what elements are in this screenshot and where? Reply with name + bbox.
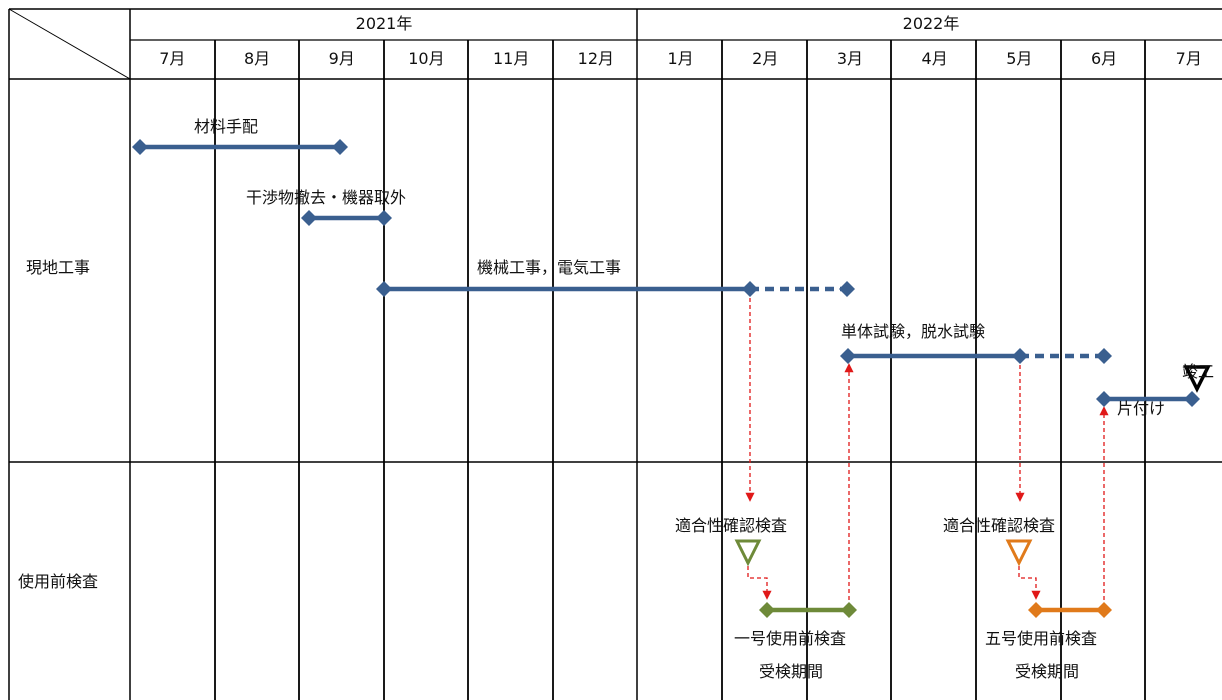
inspection-1-title: 一号使用前検査 bbox=[734, 629, 847, 648]
month-label: 10月 bbox=[408, 49, 445, 68]
diamond-unit-test-start bbox=[840, 348, 856, 364]
inspection-1-period: 受検期間 bbox=[759, 662, 824, 681]
completion-milestone-icon bbox=[1183, 365, 1211, 393]
diamond-inspection-5-start bbox=[1028, 602, 1044, 618]
conformity-1-milestone-icon bbox=[734, 539, 762, 567]
diamond-materials-end bbox=[332, 139, 348, 155]
diamond-unit-test-end bbox=[1012, 348, 1028, 364]
month-label: 2月 bbox=[752, 49, 779, 68]
diamond-inspection-5-end bbox=[1096, 602, 1112, 618]
arrow-conformity-2-to-inspection-5 bbox=[1018, 566, 1041, 600]
diamond-mech-elec-end bbox=[742, 281, 758, 297]
month-label: 7月 bbox=[159, 49, 186, 68]
task-label-materials: 材料手配 bbox=[194, 117, 259, 136]
task-label-mech-elec: 機械工事，電気工事 bbox=[477, 258, 622, 277]
conformity-label-2: 適合性確認検査 bbox=[943, 516, 1056, 535]
diamond-cleanup-end bbox=[1184, 391, 1200, 407]
grid bbox=[8, 8, 1222, 700]
row-label-pre-use-inspection: 使用前検査 bbox=[18, 572, 99, 591]
diamond-inspection-1-end bbox=[841, 602, 857, 618]
task-bars bbox=[132, 139, 1211, 618]
month-label: 6月 bbox=[1090, 49, 1118, 68]
month-label: 1月 bbox=[667, 49, 694, 68]
inspection-5-period: 受検期間 bbox=[1015, 662, 1080, 681]
inspection-5-title: 五号使用前検査 bbox=[985, 629, 1098, 648]
diamond-removal-start bbox=[301, 210, 317, 226]
month-label: 8月 bbox=[243, 49, 271, 68]
month-label: 3月 bbox=[836, 49, 864, 68]
conformity-2-milestone-icon bbox=[1005, 539, 1033, 567]
year-2021-label: 2021年 bbox=[355, 14, 413, 33]
task-label-cleanup: 片付け bbox=[1117, 399, 1166, 418]
milestone-label-completion: 竣工 bbox=[1182, 362, 1215, 381]
diamond-unit-test-extension-end bbox=[1096, 348, 1112, 364]
conformity-label-1: 適合性確認検査 bbox=[675, 516, 788, 535]
year-2022-label: 2022年 bbox=[902, 14, 960, 33]
diamond-mech-elec-extension-end bbox=[839, 281, 855, 297]
month-label: 11月 bbox=[492, 49, 530, 68]
month-label: 9月 bbox=[328, 49, 355, 68]
month-label: 4月 bbox=[921, 49, 948, 68]
diamond-materials-start bbox=[132, 139, 148, 155]
arrow-conformity-1-to-inspection-1 bbox=[747, 566, 772, 600]
diamond-cleanup-start bbox=[1096, 391, 1112, 407]
month-label: 12月 bbox=[577, 49, 615, 68]
diamond-inspection-1-start bbox=[759, 602, 775, 618]
month-label: 5月 bbox=[1006, 49, 1033, 68]
month-label: 7月 bbox=[1175, 49, 1202, 68]
task-label-removal: 干渉物撤去・機器取外 bbox=[246, 188, 407, 207]
corner-diagonal bbox=[8, 8, 131, 80]
diamond-removal-end bbox=[376, 210, 392, 226]
task-label-unit-test: 単体試験，脱水試験 bbox=[841, 322, 986, 341]
dependency-arrows bbox=[745, 298, 1109, 600]
diamond-mech-elec-start bbox=[376, 281, 392, 297]
row-label-site-work: 現地工事 bbox=[26, 258, 91, 277]
